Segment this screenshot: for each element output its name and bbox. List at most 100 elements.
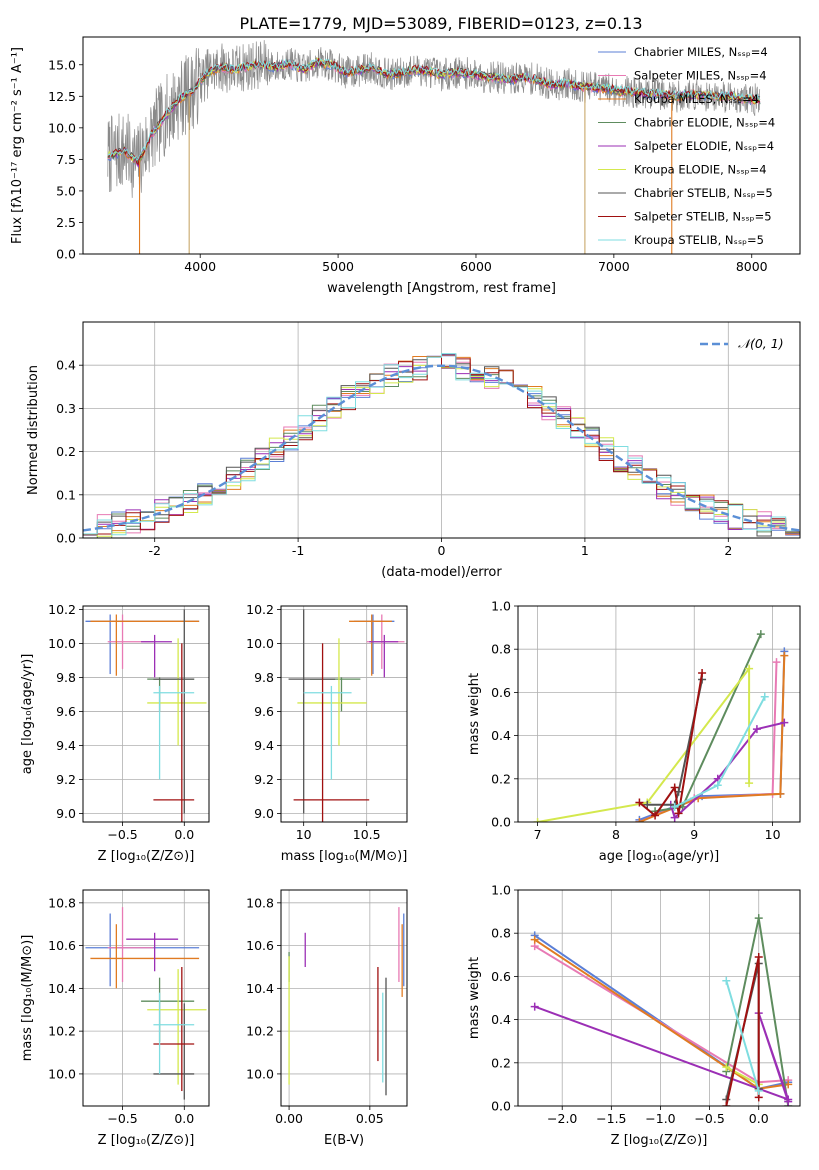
x-tick-label: 8 xyxy=(612,827,620,842)
x-tick-label: 9 xyxy=(690,827,698,842)
weight-marker xyxy=(530,1002,539,1011)
y-tick-label: 0.2 xyxy=(56,444,76,459)
weight-line xyxy=(725,980,760,1092)
figure-title: PLATE=1779, MJD=53089, FIBERID=0123, z=0… xyxy=(239,14,642,33)
x-tick-label: −2.0 xyxy=(547,1111,577,1126)
errorbar-kroupa-stelib xyxy=(153,992,195,1074)
y-tick-label: 0.0 xyxy=(491,1099,511,1114)
data-spectrum-line xyxy=(107,40,761,198)
weight-marker xyxy=(722,1102,731,1106)
y-tick-label: 0.6 xyxy=(491,969,511,984)
y-tick-label: 0.4 xyxy=(491,728,511,743)
legend-label: Kroupa MILES, Nₛₛₚ=4 xyxy=(634,92,759,106)
y-tick-label: 10.0 xyxy=(246,1066,274,1081)
axes-frame xyxy=(82,605,210,823)
errorbars xyxy=(85,907,207,1100)
x-axis-label: Z [log₁₀(Z/Z⊙)] xyxy=(98,1133,195,1148)
errorbar-kroupa-miles xyxy=(349,614,392,676)
y-tick-label: 0.8 xyxy=(491,642,511,657)
legend-label: Salpeter ELODIE, Nₛₛₚ=4 xyxy=(634,139,774,153)
y-tick-label: 5.0 xyxy=(56,183,76,198)
y-tick-label: 10.2 xyxy=(246,602,274,617)
x-tick-label: −1.0 xyxy=(645,1111,675,1126)
x-tick-label: 5000 xyxy=(322,259,354,274)
age-Z-panel: −0.5 0.0 9.0 9.2 9.4 9.6 9.8 10.0 10.2 Z [log₁₀(Z… xyxy=(20,602,210,864)
legend-label: Kroupa ELODIE, Nₛₛₚ=4 xyxy=(634,163,767,177)
series-kroupa-stelib xyxy=(722,976,763,1095)
axes-frame xyxy=(280,605,408,823)
age-mass-panel: 10 10.5 9.0 9.2 9.4 9.6 9.8 10.0 10.2 mass [log₁₀… xyxy=(246,602,408,864)
x-tick-label: 4000 xyxy=(184,259,216,274)
weight-marker xyxy=(745,779,754,788)
errorbar-chabrier-stelib xyxy=(153,609,195,814)
errorbar-kroupa-stelib xyxy=(153,685,195,780)
series-salpeter-stelib xyxy=(722,952,763,1106)
axes-frame xyxy=(82,36,801,255)
x-axis-label: mass [log₁₀(M/M⊙)] xyxy=(281,849,408,864)
errorbar-salpeter-elodie xyxy=(369,634,399,678)
series-kroupa-miles xyxy=(635,651,789,822)
x-tick-label: -1 xyxy=(292,543,304,558)
weight-marker xyxy=(756,630,765,639)
histogram-step-kroupa-stelib xyxy=(83,353,800,536)
errorbar-chabrier-stelib xyxy=(288,609,336,814)
y-tick-label: 0.2 xyxy=(491,771,511,786)
weight-lines xyxy=(530,914,793,1106)
y-tick-label: 0.8 xyxy=(491,926,511,941)
series-salpeter-elodie xyxy=(666,718,789,822)
residuals-panel: -2 -1 0 1 2 0.0 0.1 0.2 0.3 0.4 (data-model)/error… xyxy=(26,321,801,580)
mass-Z-panel: −0.5 0.0 10.0 10.2 10.4 10.6 10.8 Z [log₁₀(Z/Z⊙… xyxy=(20,889,210,1148)
y-tick-label: 0.3 xyxy=(56,401,76,416)
y-tick-label: 9.6 xyxy=(254,704,274,719)
x-tick-label: 7000 xyxy=(598,259,630,274)
series-salpeter-miles xyxy=(635,658,781,822)
series-kroupa-elodie xyxy=(533,664,754,822)
y-tick-label: 9.8 xyxy=(254,670,274,685)
weight-marker xyxy=(530,935,539,944)
weight-marker xyxy=(722,976,731,985)
errorbar-salpeter-miles xyxy=(107,907,154,982)
y-tick-label: 9.0 xyxy=(56,806,76,821)
weight-marker xyxy=(670,802,679,811)
weight-marker xyxy=(780,651,789,660)
y-axis-label: mass weight xyxy=(467,673,482,755)
panels: 4000 5000 6000 7000 80000.02.55.07.510.012.5… xyxy=(10,36,801,1148)
weight-marker xyxy=(635,818,644,822)
x-tick-label: 8000 xyxy=(736,259,768,274)
weight-marker xyxy=(752,725,761,734)
errorbar-chabrier-elodie xyxy=(309,677,361,712)
y-tick-label: 9.2 xyxy=(254,772,274,787)
axes-frame xyxy=(280,889,408,1107)
weight-marker xyxy=(722,1063,731,1072)
axes-frame xyxy=(517,889,801,1107)
y-axis-label: Flux [fλ10⁻¹⁷ erg cm⁻² s⁻¹ A⁻¹] xyxy=(10,47,25,244)
y-tick-label: 10.8 xyxy=(48,895,76,910)
x-tick-label: −0.5 xyxy=(107,827,137,842)
weight-marker xyxy=(674,809,683,818)
weight-marker xyxy=(651,811,660,820)
y-tick-label: 9.6 xyxy=(56,704,76,719)
errorbar-kroupa-elodie xyxy=(147,638,207,746)
errorbars xyxy=(288,609,405,822)
weight-marker xyxy=(533,818,542,822)
x-tick-label: 7 xyxy=(534,827,542,842)
y-tick-label: 0.4 xyxy=(491,1012,511,1027)
x-tick-label: 0 xyxy=(438,543,446,558)
errorbar-chabrier-elodie xyxy=(147,677,195,712)
x-tick-label: 2 xyxy=(724,543,732,558)
x-tick-label: 0.00 xyxy=(275,1111,303,1126)
errorbar-salpeter-stelib xyxy=(153,643,195,822)
x-tick-label: −0.5 xyxy=(694,1111,724,1126)
weight-line xyxy=(639,655,786,822)
x-tick-label: −0.5 xyxy=(107,1111,137,1126)
weight-line xyxy=(534,1005,790,1103)
y-tick-label: 10.4 xyxy=(246,981,274,996)
errorbar-chabrier-miles xyxy=(354,614,395,675)
weight-marker xyxy=(754,1086,763,1095)
y-tick-label: 9.8 xyxy=(56,670,76,685)
weight-marker xyxy=(772,658,781,667)
weight-marker xyxy=(635,798,644,807)
series-salpeter-stelib xyxy=(635,668,707,820)
histogram-step-salpeter-stelib xyxy=(83,356,800,535)
